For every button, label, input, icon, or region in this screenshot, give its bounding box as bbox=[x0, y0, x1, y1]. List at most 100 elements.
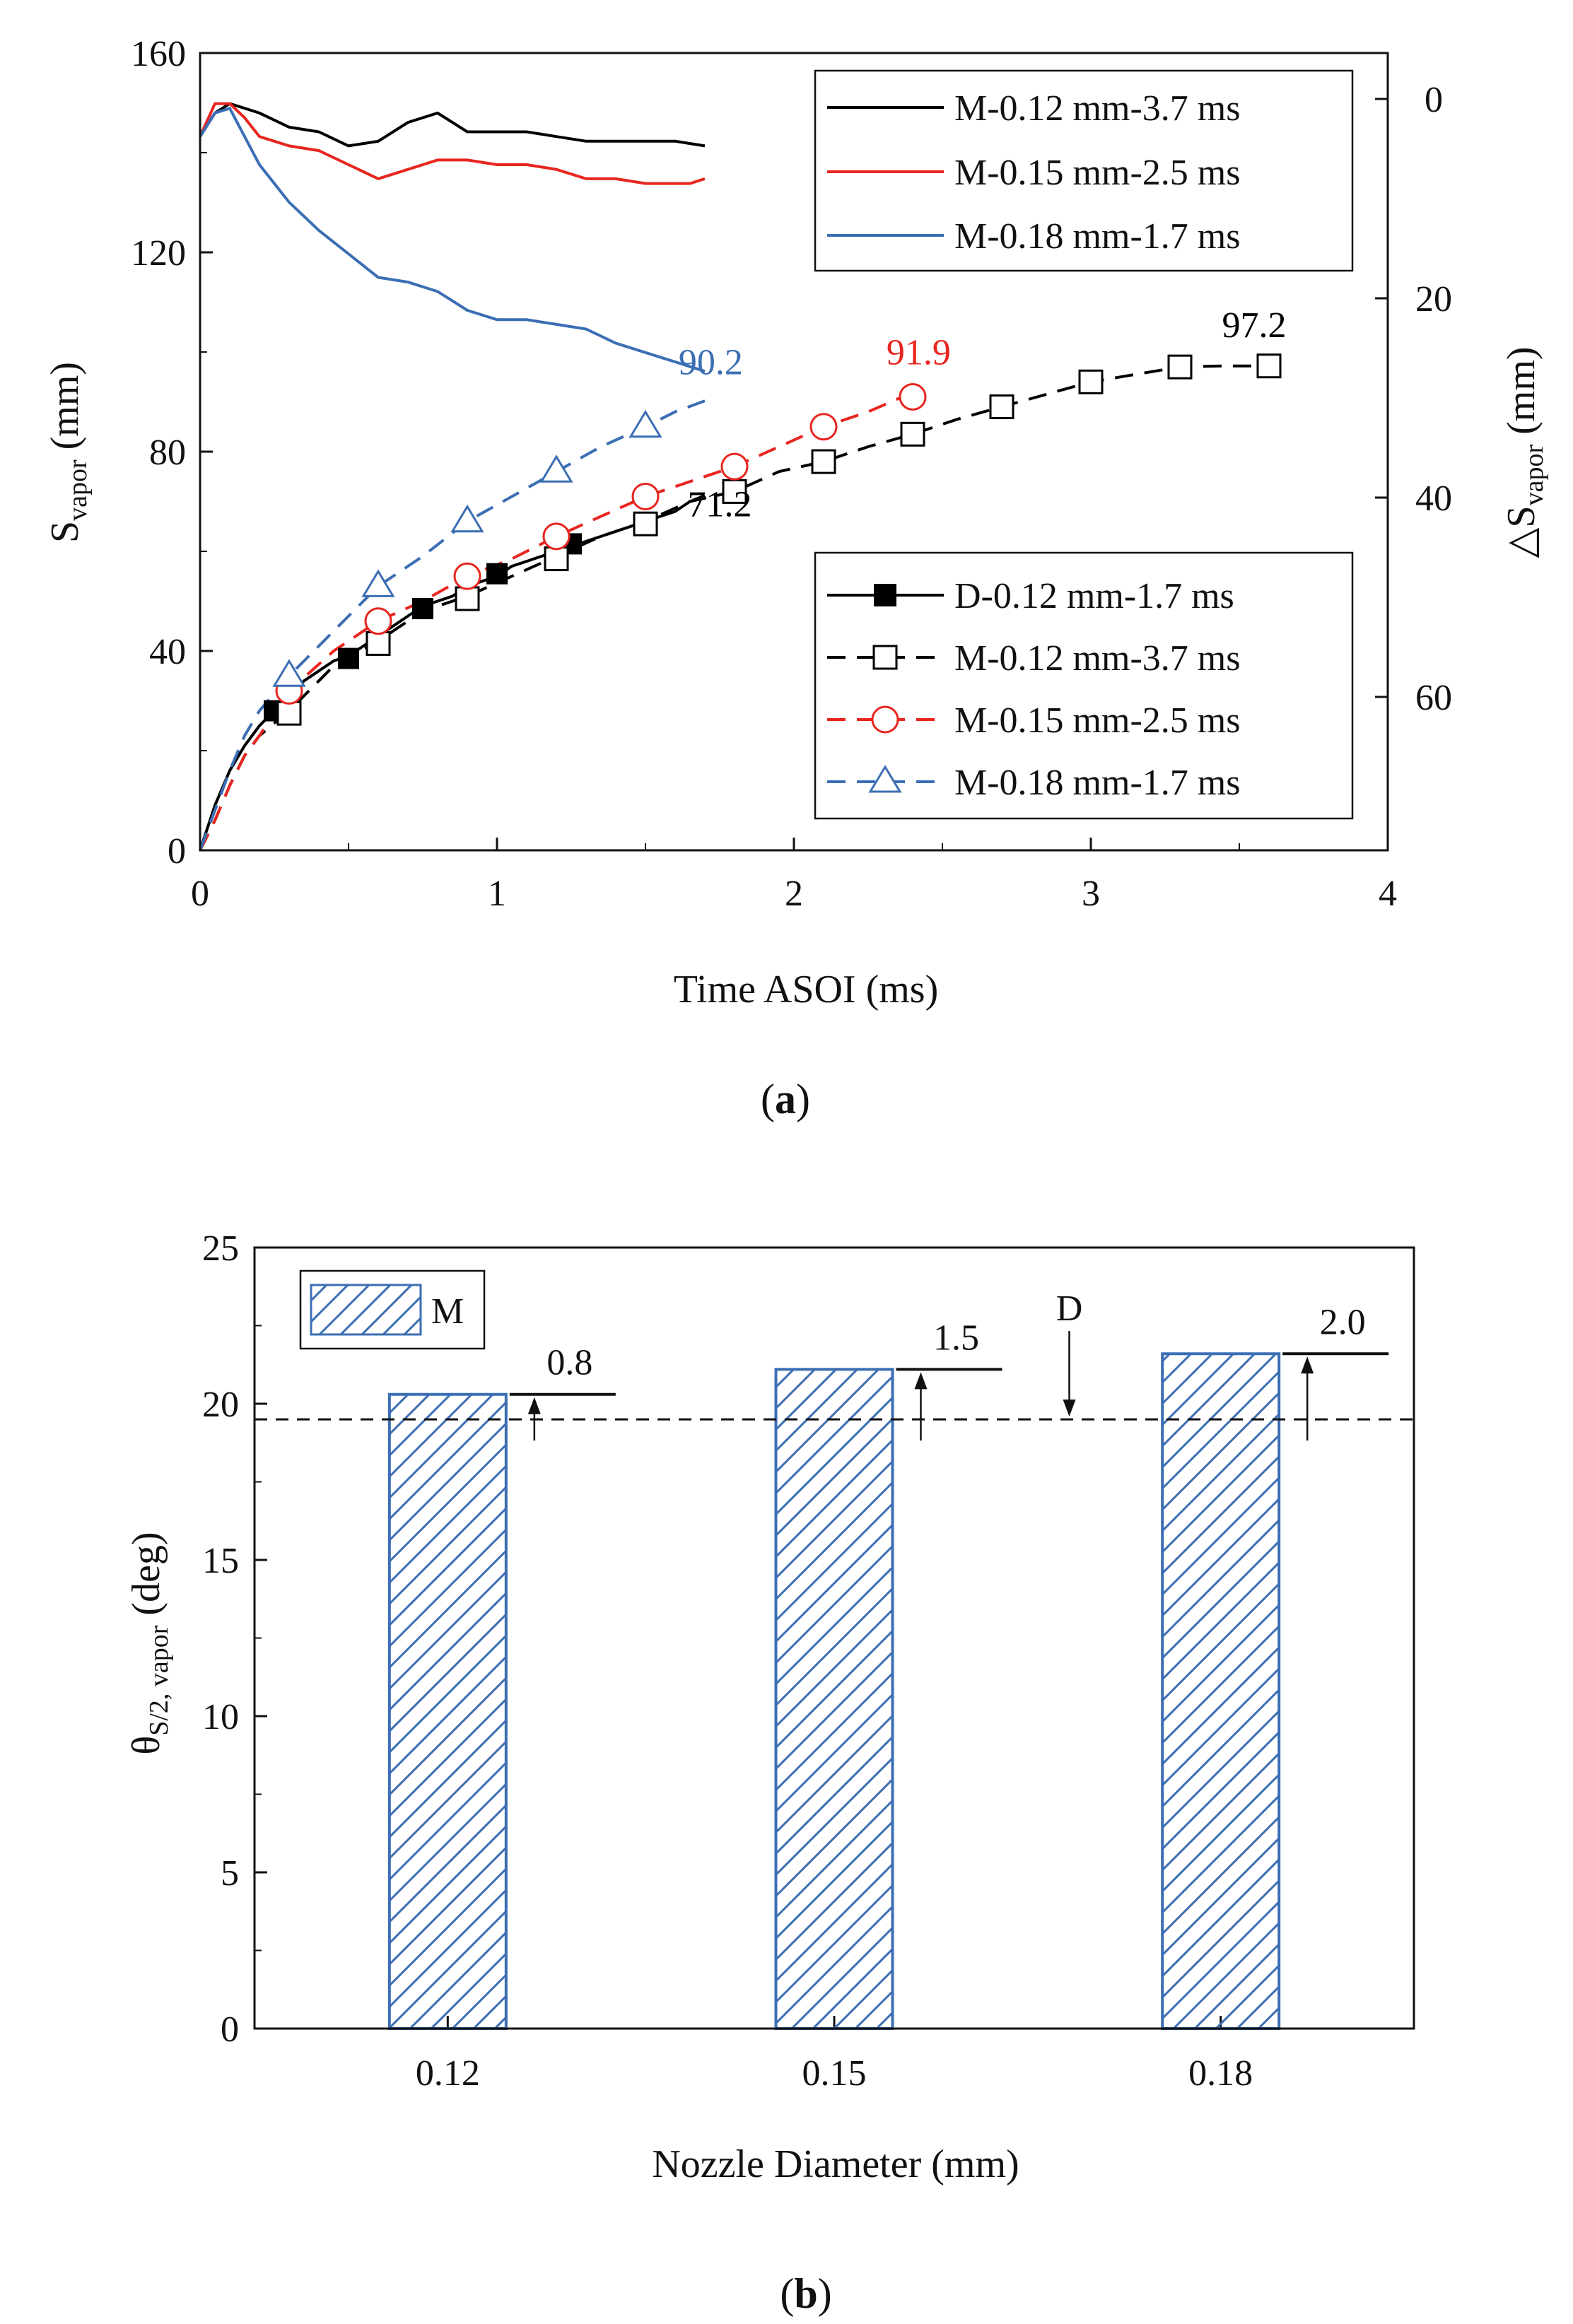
chart-b-legend: M bbox=[299, 1269, 486, 1350]
chart-a-x-axis-title: Time ASOI (ms) bbox=[674, 968, 938, 1011]
chart-a-y-axis-title: Svapor (mm) bbox=[43, 362, 93, 543]
y2-tick-label-a: 60 bbox=[1415, 678, 1452, 718]
chart-a-y2-axis-main: △S bbox=[1499, 505, 1543, 558]
chart-b-y-axis-sub: S/2, vapor bbox=[144, 1625, 174, 1736]
chart-b-tick-labels: 0 5 10 15 20 25 0.12 0.15 0.18 bbox=[202, 1228, 1253, 2094]
chart-b-y-axis-main: θ bbox=[124, 1736, 168, 1755]
y-tick-label-b: 10 bbox=[202, 1697, 239, 1737]
legend-bottom-marker-m015 bbox=[871, 705, 899, 734]
data-point-m-0-15-mm-2-5-ms bbox=[809, 413, 838, 441]
y-tick-label-b: 20 bbox=[202, 1385, 239, 1425]
data-point-m-0-12-mm-3-7-ms bbox=[1256, 353, 1282, 379]
value-label-a: 91.9 bbox=[887, 333, 951, 373]
data-point-d-0-12-mm-1-7-ms bbox=[412, 598, 433, 620]
chart-a-y2-axis-title: △Svapor (mm) bbox=[1499, 346, 1549, 558]
legend-b-swatch bbox=[310, 1284, 422, 1336]
chart-b-y-axis-title: θS/2, vapor (deg) bbox=[124, 1532, 174, 1754]
y-tick-label-a: 0 bbox=[168, 831, 186, 872]
caption-b: (b) bbox=[780, 2270, 831, 2317]
x-tick-label-a: 3 bbox=[1082, 874, 1100, 914]
chart-b-frame bbox=[253, 1246, 1415, 2030]
data-point-m-0-12-mm-3-7-ms bbox=[455, 586, 480, 611]
legend-top-label-1: M-0.12 mm-3.7 ms bbox=[954, 88, 1240, 129]
y2-tick-label-a: 40 bbox=[1415, 479, 1452, 519]
data-point-m-0-12-mm-3-7-ms bbox=[633, 511, 658, 536]
data-point-m-0-12-mm-3-7-ms bbox=[722, 479, 747, 504]
delta-line-m-0-12-mm-3-7-ms bbox=[199, 102, 706, 148]
difference-label-0.18: 2.0 bbox=[1320, 1302, 1366, 1342]
legend-bottom-marker-d012 bbox=[874, 584, 896, 606]
y-tick-label-a: 40 bbox=[149, 632, 186, 672]
legend-bottom-marker-m018 bbox=[868, 765, 902, 793]
data-point-m-0-15-mm-2-5-ms bbox=[631, 482, 660, 510]
penetration-line-m-0-12-mm-3-7-ms bbox=[199, 364, 1269, 851]
value-label-a: 71.2 bbox=[688, 485, 752, 525]
data-point-d-0-12-mm-1-7-ms bbox=[486, 563, 508, 585]
bar-0.18 bbox=[1161, 1352, 1281, 2030]
value-label-a: 97.2 bbox=[1222, 305, 1287, 346]
y-tick-label-b: 15 bbox=[202, 1541, 239, 1581]
y-tick-label-a: 120 bbox=[131, 233, 186, 274]
chart-b: 0.8 1.5 2.0 D 0 5 10 15 20 25 0.12 0.15 0.18 Nozzle… bbox=[124, 1228, 1415, 2317]
chart-a-legend-bottom: D-0.12 mm-1.7 ms M-0.12 mm-3.7 ms M-0.15… bbox=[814, 551, 1354, 820]
data-point-m-0-15-mm-2-5-ms bbox=[364, 607, 392, 635]
chart-a-frame bbox=[199, 52, 1389, 852]
legend-bottom-label-4: M-0.18 mm-1.7 ms bbox=[954, 763, 1240, 803]
data-point-m-0-12-mm-3-7-ms bbox=[276, 700, 302, 726]
data-point-m-0-18-mm-1-7-ms bbox=[628, 409, 662, 438]
caption-b-letter: b bbox=[794, 2270, 817, 2317]
data-point-m-0-18-mm-1-7-ms bbox=[539, 454, 573, 483]
chart-a-y2-axis-sub: vapor bbox=[1519, 445, 1549, 506]
delta-line-m-0-15-mm-2-5-ms bbox=[199, 102, 706, 185]
legend-bottom-label-2: M-0.12 mm-3.7 ms bbox=[954, 638, 1240, 679]
data-point-m-0-18-mm-1-7-ms bbox=[361, 569, 395, 597]
data-point-m-0-15-mm-2-5-ms bbox=[899, 382, 927, 411]
difference-label-0.15: 1.5 bbox=[933, 1317, 979, 1358]
difference-arrowhead-0.18 bbox=[1301, 1356, 1314, 1374]
penetration-line-d-0-12-mm-1-7-ms bbox=[199, 494, 706, 851]
y-tick-label-a: 160 bbox=[131, 34, 186, 74]
bar-0.12 bbox=[387, 1392, 508, 2030]
data-point-m-0-12-mm-3-7-ms bbox=[366, 630, 391, 656]
chart-a-y-axis-unit: (mm) bbox=[43, 362, 87, 459]
chart-b-y-axis-unit: (deg) bbox=[124, 1532, 168, 1625]
y-tick-label-b: 25 bbox=[202, 1228, 239, 1269]
data-point-m-0-18-mm-1-7-ms bbox=[450, 504, 484, 533]
difference-label-0.12: 0.8 bbox=[546, 1343, 592, 1383]
legend-top-label-3: M-0.18 mm-1.7 ms bbox=[954, 216, 1240, 257]
y-tick-label-b: 0 bbox=[221, 2009, 239, 2050]
x-tick-label-a: 4 bbox=[1379, 874, 1397, 914]
y-tick-label-a: 80 bbox=[149, 433, 186, 473]
chart-a-markers bbox=[264, 353, 1282, 726]
legend-top-label-2: M-0.15 mm-2.5 ms bbox=[954, 153, 1240, 193]
chart-a-delta-lines bbox=[199, 102, 706, 373]
data-point-m-0-15-mm-2-5-ms bbox=[542, 522, 571, 551]
data-point-m-0-15-mm-2-5-ms bbox=[720, 452, 749, 481]
reference-arrowhead-d bbox=[1063, 1399, 1076, 1417]
data-point-d-0-12-mm-1-7-ms bbox=[338, 647, 359, 669]
delta-line-m-0-18-mm-1-7-ms bbox=[199, 106, 706, 373]
penetration-line-m-0-18-mm-1-7-ms bbox=[199, 399, 706, 851]
bar-0.15 bbox=[774, 1368, 894, 2030]
chart-a-y2-axis-unit: (mm) bbox=[1499, 346, 1543, 444]
data-point-m-0-12-mm-3-7-ms bbox=[544, 546, 569, 572]
data-point-m-0-12-mm-3-7-ms bbox=[1167, 354, 1193, 380]
chart-b-reference: 0.8 1.5 2.0 D bbox=[255, 1289, 1414, 1441]
chart-b-x-axis-title: Nozzle Diameter (mm) bbox=[652, 2142, 1019, 2186]
data-point-m-0-18-mm-1-7-ms bbox=[272, 659, 306, 687]
y2-tick-label-a: 0 bbox=[1425, 80, 1443, 120]
chart-a-value-labels: 97.2 91.9 90.2 71.2 bbox=[679, 305, 1287, 525]
x-tick-label-b: 0.15 bbox=[802, 2053, 867, 2094]
y2-tick-label-a: 20 bbox=[1415, 279, 1452, 319]
x-tick-label-a: 2 bbox=[785, 874, 803, 914]
chart-b-bars bbox=[387, 1352, 1281, 2030]
x-tick-label-a: 1 bbox=[488, 874, 506, 914]
chart-a-y-axis-sub: vapor bbox=[63, 459, 93, 521]
caption-a: (a) bbox=[761, 1076, 810, 1122]
data-point-m-0-15-mm-2-5-ms bbox=[453, 562, 481, 590]
chart-a-legend-top: M-0.12 mm-3.7 ms M-0.15 mm-2.5 ms M-0.18… bbox=[814, 69, 1354, 272]
x-tick-label-b: 0.18 bbox=[1188, 2053, 1253, 2094]
